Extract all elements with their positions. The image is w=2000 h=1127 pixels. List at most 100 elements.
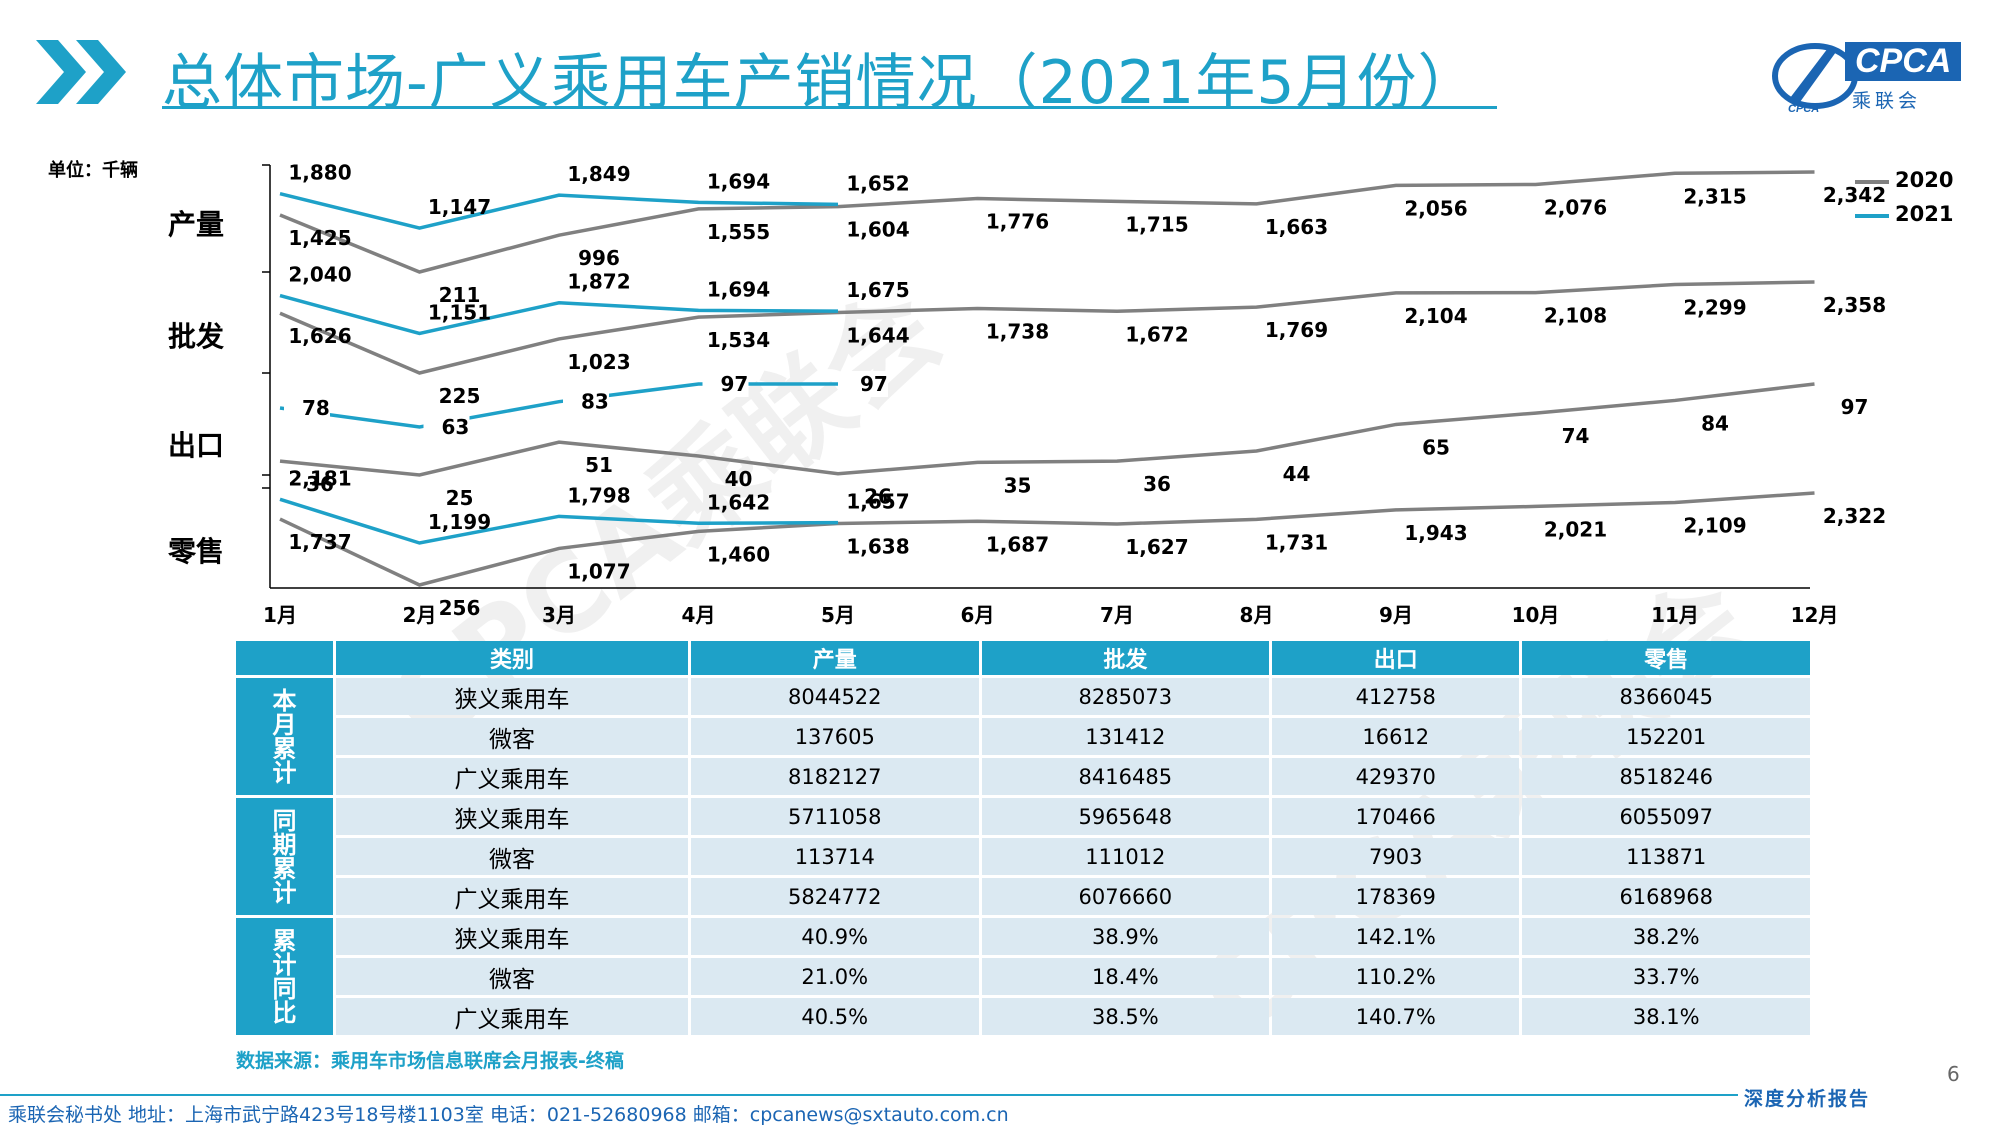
data-label: 1,943 bbox=[1404, 521, 1467, 545]
table-cell-value: 5824772 bbox=[691, 878, 979, 915]
table-row: 广义乘用车 8182127 8416485 429370 8518246 bbox=[236, 758, 1810, 795]
data-label: 1,627 bbox=[1125, 535, 1188, 559]
data-label: 51 bbox=[585, 453, 613, 477]
table-row: 微客 113714 111012 7903 113871 bbox=[236, 838, 1810, 875]
data-label: 1,715 bbox=[1125, 212, 1188, 236]
table-row: 同期累计狭义乘用车 5711058 5965648 170466 6055097 bbox=[236, 798, 1810, 915]
data-label: 36 bbox=[1143, 472, 1171, 496]
data-label: 26 bbox=[864, 485, 892, 509]
table-cell-value: 152201 bbox=[1522, 718, 1810, 755]
logo-subtext: 乘联会 bbox=[1852, 90, 1922, 112]
data-label: 1,638 bbox=[846, 534, 909, 558]
panel-label-retail: 零售 bbox=[168, 535, 225, 568]
data-label: 1,147 bbox=[428, 195, 491, 219]
table-row: 累计同比狭义乘用车 40.9% 38.9% 142.1% 38.2% bbox=[236, 918, 1810, 1035]
data-label: 97 bbox=[1841, 395, 1869, 419]
table-row: 本月累计狭义乘用车 8044522 8285073 412758 8366045 bbox=[236, 678, 1810, 795]
table-cell-value: 113714 bbox=[691, 838, 979, 875]
series-line-批发-2021 bbox=[279, 293, 839, 336]
table-cell-value: 6055097 bbox=[1522, 798, 1810, 835]
data-label: 2,342 bbox=[1823, 183, 1886, 207]
data-label: 1,672 bbox=[1125, 322, 1188, 346]
data-label: 36 bbox=[306, 472, 334, 496]
legend-swatch-2020 bbox=[1855, 180, 1889, 184]
data-label-bg bbox=[702, 371, 749, 397]
table-cell-category: 广义乘用车 bbox=[336, 878, 688, 915]
legend-swatch-2021 bbox=[1855, 214, 1889, 218]
table-row: 广义乘用车 5824772 6076660 178369 6168968 bbox=[236, 878, 1810, 915]
table-cell-value: 6076660 bbox=[981, 878, 1270, 915]
table-cell-value: 7903 bbox=[1272, 838, 1520, 875]
data-label: 97 bbox=[721, 372, 749, 396]
data-label: 225 bbox=[439, 384, 481, 408]
table-header-wholesale: 批发 bbox=[981, 641, 1270, 675]
data-label: 1,776 bbox=[986, 210, 1049, 234]
data-label: 44 bbox=[1283, 462, 1311, 486]
data-label: 1,425 bbox=[288, 226, 351, 250]
table-cell-value: 113871 bbox=[1522, 838, 1810, 875]
data-label: 256 bbox=[439, 596, 481, 620]
series-line-产量-2021 bbox=[279, 191, 839, 230]
data-label: 2,299 bbox=[1683, 296, 1746, 320]
data-label: 1,694 bbox=[707, 169, 770, 193]
data-label: 2,056 bbox=[1404, 196, 1467, 220]
data-label: 84 bbox=[1701, 411, 1729, 435]
series-line-产量-2020 bbox=[279, 170, 1815, 274]
data-label: 63 bbox=[442, 415, 470, 439]
data-label: 2,040 bbox=[288, 263, 351, 287]
unit-label: 单位：千辆 bbox=[48, 160, 138, 181]
table-cell-value: 178369 bbox=[1272, 878, 1520, 915]
data-label: 1,880 bbox=[288, 161, 351, 185]
data-label: 1,642 bbox=[707, 490, 770, 514]
logo-small-text: CPCA bbox=[1788, 103, 1819, 115]
table-cell-value: 16612 bbox=[1272, 718, 1520, 755]
x-tick-label: 4月 bbox=[682, 603, 716, 627]
data-label: 2,076 bbox=[1544, 195, 1607, 219]
x-tick-label: 6月 bbox=[961, 603, 995, 627]
data-label: 2,315 bbox=[1683, 184, 1746, 208]
series-line-批发-2020 bbox=[279, 280, 1815, 375]
table-group-label: 本月累计 bbox=[236, 678, 333, 795]
data-label: 2,358 bbox=[1823, 293, 1886, 317]
table-cell-value: 40.9% bbox=[691, 918, 979, 955]
data-label: 65 bbox=[1422, 435, 1450, 459]
x-tick-label: 11月 bbox=[1651, 603, 1699, 627]
table-cell-category: 狭义乘用车 bbox=[336, 678, 688, 715]
series-line-出口-2021 bbox=[279, 382, 838, 429]
table-cell-value: 33.7% bbox=[1522, 958, 1810, 995]
table-cell-value: 8285073 bbox=[981, 678, 1270, 715]
data-label: 1,460 bbox=[707, 542, 770, 566]
footer-contact: 乘联会秘书处 地址：上海市武宁路423号18号楼1103室 电话：021-526… bbox=[8, 1104, 1009, 1126]
data-label: 40 bbox=[725, 467, 753, 491]
table-row: 微客 21.0% 18.4% 110.2% 33.7% bbox=[236, 958, 1810, 995]
data-label: 1,872 bbox=[567, 270, 630, 294]
data-label: 1,769 bbox=[1265, 318, 1328, 342]
chevron-right-icon bbox=[36, 40, 126, 104]
table-group-label: 累计同比 bbox=[236, 918, 333, 1035]
data-label-bg bbox=[842, 371, 888, 397]
data-label: 1,555 bbox=[707, 220, 770, 244]
table-group-label: 同期累计 bbox=[236, 798, 333, 915]
series-line-出口-2020 bbox=[279, 382, 1815, 477]
table-cell-value: 38.1% bbox=[1522, 998, 1810, 1035]
footer-rule bbox=[0, 1094, 1850, 1096]
x-tick-label: 8月 bbox=[1240, 603, 1274, 627]
table-row: 广义乘用车 40.5% 38.5% 140.7% 38.1% bbox=[236, 998, 1810, 1035]
table-cell-value: 131412 bbox=[981, 718, 1270, 755]
data-label: 2,181 bbox=[288, 466, 351, 490]
data-label: 2,108 bbox=[1544, 304, 1607, 328]
data-label: 1,151 bbox=[428, 300, 491, 324]
table-cell-category: 微客 bbox=[336, 838, 688, 875]
table-cell-value: 21.0% bbox=[691, 958, 979, 995]
x-tick-label: 3月 bbox=[542, 603, 576, 627]
table-cell-value: 142.1% bbox=[1272, 918, 1520, 955]
data-label: 1,199 bbox=[428, 510, 491, 534]
table-cell-category: 广义乘用车 bbox=[336, 758, 688, 795]
legend-2020: 2020 bbox=[1895, 168, 1954, 192]
data-label: 83 bbox=[581, 390, 609, 414]
x-tick-label: 9月 bbox=[1379, 603, 1413, 627]
panel-label-production: 产量 bbox=[168, 208, 225, 241]
table-cell-value: 111012 bbox=[981, 838, 1270, 875]
data-label-bg bbox=[563, 388, 609, 415]
data-label: 1,604 bbox=[846, 218, 909, 242]
